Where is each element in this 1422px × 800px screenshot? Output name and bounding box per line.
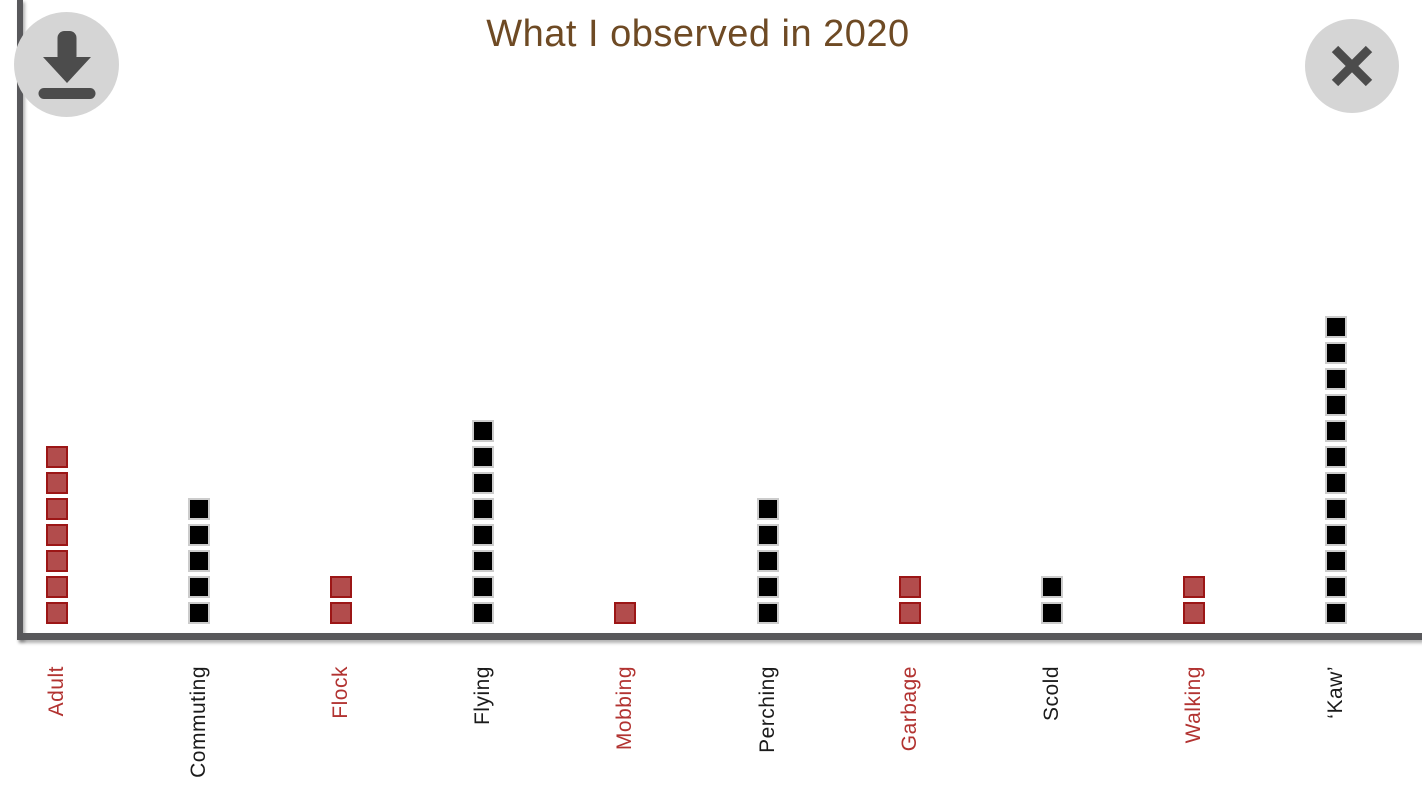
x-tick-label-perching: Perching [755, 666, 779, 753]
unit-square [1324, 394, 1347, 416]
close-icon [1331, 45, 1373, 87]
y-axis-line [17, 0, 23, 640]
unit-square [188, 576, 211, 598]
x-tick-label-flock: Flock [329, 666, 353, 719]
unit-square [46, 472, 68, 494]
bar-column-perching [756, 498, 779, 624]
download-button[interactable] [14, 12, 119, 117]
unit-square [1324, 446, 1347, 468]
x-tick-label-flying: Flying [471, 666, 495, 726]
bar-column-kaw [1324, 316, 1347, 624]
x-tick-label-mobbing: Mobbing [613, 666, 637, 751]
unit-square [1324, 420, 1347, 442]
x-tick-label-commuting: Commuting [187, 666, 211, 778]
bar-column-flying [472, 420, 495, 624]
unit-square [1324, 576, 1347, 598]
x-tick-label-garbage: Garbage [897, 666, 921, 752]
unit-square [46, 524, 68, 546]
unit-square [472, 420, 495, 442]
unit-square [46, 576, 68, 598]
x-tick-label-walking: Walking [1181, 666, 1205, 744]
unit-square [472, 498, 495, 520]
bar-column-walking [1182, 576, 1205, 624]
unit-square [1040, 576, 1063, 598]
x-tick-label-kaw: ‘Kaw’ [1323, 666, 1347, 719]
unit-square [1324, 524, 1347, 546]
unit-square [756, 602, 779, 624]
unit-square [1324, 316, 1347, 338]
unit-square [188, 524, 211, 546]
unit-square [188, 550, 211, 572]
unit-square [46, 446, 68, 468]
unit-square [898, 576, 921, 598]
unit-square [1324, 368, 1347, 390]
unit-square [898, 602, 921, 624]
unit-square [46, 602, 68, 624]
x-tick-label-adult: Adult [45, 666, 68, 717]
bar-column-scold [1040, 576, 1063, 624]
chart-title: What I observed in 2020 [486, 13, 910, 55]
unit-square [756, 576, 779, 598]
unit-square [1324, 550, 1347, 572]
bar-column-commuting [188, 498, 211, 624]
bar-column-garbage [898, 576, 921, 624]
unit-square [1182, 602, 1205, 624]
unit-square [472, 472, 495, 494]
close-button[interactable] [1305, 19, 1399, 113]
bar-column-flock [330, 576, 353, 624]
unit-square [756, 550, 779, 572]
unit-square [1324, 498, 1347, 520]
unit-square [756, 524, 779, 546]
bar-column-adult [46, 446, 68, 624]
unit-square [1040, 602, 1063, 624]
unit-square [330, 576, 353, 598]
unit-square [1324, 472, 1347, 494]
unit-square [472, 550, 495, 572]
unit-square [756, 498, 779, 520]
unit-square [472, 576, 495, 598]
unit-square [472, 602, 495, 624]
unit-square [472, 524, 495, 546]
bar-column-mobbing [614, 602, 637, 624]
unit-square [472, 446, 495, 468]
unit-square [46, 498, 68, 520]
x-axis-line [17, 633, 1422, 640]
x-tick-label-scold: Scold [1039, 666, 1063, 722]
unit-square [1182, 576, 1205, 598]
download-icon [38, 30, 95, 99]
unit-square [188, 498, 211, 520]
unit-square [1324, 342, 1347, 364]
unit-square [1324, 602, 1347, 624]
unit-square [46, 550, 68, 572]
unit-square [614, 602, 637, 624]
unit-square [188, 602, 211, 624]
unit-square [330, 602, 353, 624]
